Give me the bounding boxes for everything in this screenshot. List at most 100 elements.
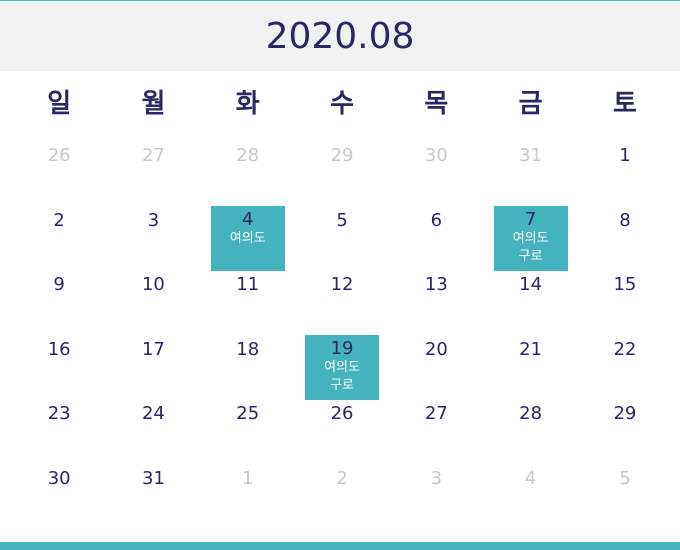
day-number: 23 [47, 403, 71, 425]
day-number: 29 [330, 145, 354, 166]
calendar-day[interactable]: 29 [578, 398, 672, 463]
calendar-day[interactable]: 11 [201, 269, 295, 334]
top-accent-line [0, 0, 680, 1]
day-number: 3 [430, 467, 443, 489]
day-number: 25 [236, 403, 260, 425]
day-number: 3 [147, 209, 160, 231]
day-number: 21 [519, 338, 543, 360]
day-number: 10 [141, 274, 165, 296]
calendar-day[interactable]: 30 [389, 140, 483, 205]
day-number: 27 [424, 403, 448, 425]
event-label: 여의도 [324, 359, 360, 375]
calendar-day[interactable]: 10 [106, 269, 200, 334]
day-number: 4 [242, 208, 254, 230]
day-number: 7 [524, 208, 537, 230]
calendar-day[interactable]: 17 [106, 334, 200, 399]
calendar-day[interactable]: 30 [12, 463, 106, 528]
calendar-day[interactable]: 1 [578, 140, 672, 205]
weekday-label: 수 [330, 89, 354, 119]
calendar-day[interactable]: 1 [201, 463, 295, 528]
day-number: 28 [236, 145, 260, 166]
calendar-day[interactable]: 13 [389, 269, 483, 334]
day-number: 9 [53, 274, 65, 296]
calendar-day[interactable]: 5 [295, 205, 389, 270]
day-number: 26 [47, 145, 71, 166]
day-number: 19 [330, 337, 354, 359]
event-label: 구로 [518, 248, 543, 264]
day-number: 22 [613, 338, 637, 360]
calendar-day[interactable]: 8 [578, 205, 672, 270]
weekday-label: 토 [612, 89, 637, 119]
calendar-day[interactable]: 2 [12, 205, 106, 270]
calendar-day[interactable]: 6 [389, 205, 483, 270]
weekday-label: 목 [424, 89, 449, 119]
event-highlight [305, 334, 380, 400]
calendar-day[interactable]: 31 [106, 463, 200, 528]
day-number: 5 [619, 467, 631, 489]
event-label: 여의도 [229, 230, 266, 246]
calendar-day[interactable]: 26 [295, 398, 389, 463]
day-number: 20 [424, 338, 448, 360]
calendar-day[interactable]: 28 [201, 140, 295, 205]
day-number: 17 [141, 338, 165, 360]
calendar-day[interactable]: 22 [578, 334, 672, 399]
day-number: 29 [613, 403, 637, 425]
day-number: 16 [47, 338, 71, 360]
calendar-day-with-event[interactable]: 4 여의도 [201, 205, 295, 271]
calendar-day[interactable]: 20 [389, 334, 483, 399]
event-label: 여의도 [512, 230, 549, 246]
day-number: 1 [619, 145, 631, 166]
weekday-label: 화 [235, 89, 260, 119]
calendar-day[interactable]: 4 [483, 463, 577, 528]
day-number: 26 [330, 403, 354, 425]
calendar-day[interactable]: 26 [12, 140, 106, 205]
calendar-day[interactable]: 2 [295, 463, 389, 528]
day-number: 1 [242, 467, 254, 489]
calendar-day[interactable]: 5 [578, 463, 672, 528]
event-highlight [493, 205, 568, 271]
day-number: 18 [236, 338, 260, 360]
day-number: 11 [236, 274, 260, 296]
day-number: 2 [336, 467, 348, 489]
calendar-day[interactable]: 12 [295, 269, 389, 334]
calendar-day[interactable]: 27 [106, 140, 200, 205]
calendar-day[interactable]: 21 [483, 334, 577, 399]
calendar-day[interactable]: 27 [389, 398, 483, 463]
calendar-day[interactable]: 31 [483, 140, 577, 205]
day-number: 13 [424, 274, 448, 296]
calendar-day[interactable]: 25 [201, 398, 295, 463]
calendar-day[interactable]: 24 [106, 398, 200, 463]
calendar-day[interactable]: 18 [201, 334, 295, 399]
calendar-day[interactable]: 28 [483, 398, 577, 463]
day-number: 30 [47, 467, 71, 489]
day-number: 12 [330, 274, 354, 296]
calendar-day[interactable]: 23 [12, 398, 106, 463]
calendar-day[interactable]: 15 [578, 269, 672, 334]
day-number: 15 [613, 274, 637, 296]
calendar-day[interactable]: 3 [106, 205, 200, 270]
weekday-label: 금 [518, 89, 543, 119]
day-number: 6 [430, 209, 443, 231]
day-number: 4 [524, 467, 537, 489]
weekday-label: 일 [47, 89, 72, 119]
day-number: 28 [519, 403, 543, 425]
calendar-day[interactable]: 29 [295, 140, 389, 205]
event-label: 구로 [330, 377, 354, 393]
calendar-day[interactable]: 3 [389, 463, 483, 528]
day-number: 24 [141, 403, 165, 425]
day-number: 8 [619, 209, 631, 231]
event-highlight [210, 205, 285, 271]
day-number: 31 [519, 145, 543, 166]
day-number: 2 [53, 209, 65, 231]
calendar-grid: 26 27 28 29 30 31 1 2 3 4 여의도 5 6 7 여의도 구로 8 9 10 11 12 13 14 1… [12, 140, 672, 528]
calendar-header: 2020.08 [0, 1, 680, 71]
day-number: 30 [424, 145, 448, 166]
calendar-day[interactable]: 14 [483, 269, 577, 334]
weekday-label: 월 [141, 89, 166, 119]
bottom-accent-bar [0, 542, 680, 550]
calendar-day[interactable]: 9 [12, 269, 106, 334]
calendar-day[interactable]: 16 [12, 334, 106, 399]
